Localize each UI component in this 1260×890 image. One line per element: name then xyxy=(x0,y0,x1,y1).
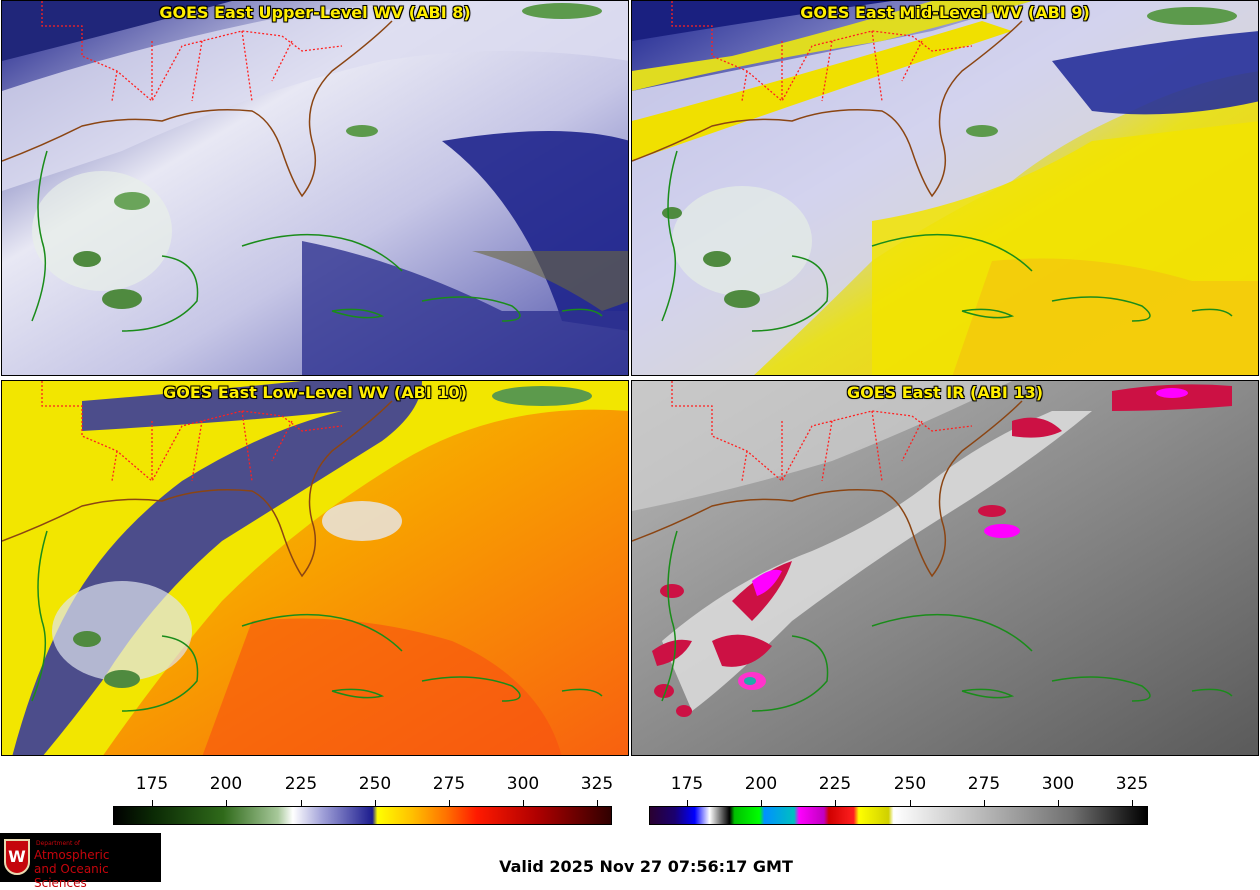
colorbar-wv-ticks: 175 200 225 250 275 300 325 xyxy=(113,762,614,806)
panel-title: GOES East Low-Level WV (ABI 10) xyxy=(163,383,467,402)
tick-label: 325 xyxy=(580,774,614,794)
satellite-image-mid-wv xyxy=(632,1,1258,375)
tick-label: 200 xyxy=(209,774,243,794)
tick-label: 200 xyxy=(744,774,778,794)
panel-title: GOES East Mid-Level WV (ABI 9) xyxy=(800,3,1090,22)
tick-label: 175 xyxy=(135,774,169,794)
logo-line1: Atmospheric xyxy=(34,848,110,862)
tick-label: 300 xyxy=(506,774,540,794)
panel-low-level-wv: GOES East Low-Level WV (ABI 10) xyxy=(1,380,629,756)
colorbar-ir-ticks: 175 200 225 250 275 300 325 xyxy=(649,762,1149,806)
tick-label: 225 xyxy=(284,774,318,794)
uw-crest-icon: W xyxy=(4,839,30,875)
tick-label: 175 xyxy=(670,774,704,794)
panel-upper-level-wv: GOES East Upper-Level WV (ABI 8) xyxy=(1,0,629,376)
panel-ir: GOES East IR (ABI 13) xyxy=(631,380,1259,756)
colorbar-ir-gradient xyxy=(649,806,1148,825)
tick-label: 250 xyxy=(358,774,392,794)
tick-label: 300 xyxy=(1041,774,1075,794)
tick-label: 250 xyxy=(893,774,927,794)
panel-title: GOES East Upper-Level WV (ABI 8) xyxy=(159,3,471,22)
panel-title: GOES East IR (ABI 13) xyxy=(846,383,1044,402)
valid-time: Valid 2025 Nov 27 07:56:17 GMT xyxy=(499,857,793,876)
tick-label: 275 xyxy=(967,774,1001,794)
panel-mid-level-wv: GOES East Mid-Level WV (ABI 9) xyxy=(631,0,1259,376)
colorbar-wv-gradient xyxy=(113,806,612,825)
tick-label: 325 xyxy=(1115,774,1149,794)
tick-label: 225 xyxy=(818,774,852,794)
satellite-image-upper-wv xyxy=(2,1,628,375)
colorbar-wv: 175 200 225 250 275 300 325 xyxy=(113,762,614,832)
logo-department: Department of xyxy=(36,840,80,847)
satellite-image-ir xyxy=(632,381,1258,755)
tick-label: 275 xyxy=(432,774,466,794)
aos-logo: W Department of Atmospheric and Oceanic … xyxy=(0,833,161,890)
satellite-image-low-wv xyxy=(2,381,628,755)
colorbar-ir: 175 200 225 250 275 300 325 xyxy=(649,762,1148,832)
